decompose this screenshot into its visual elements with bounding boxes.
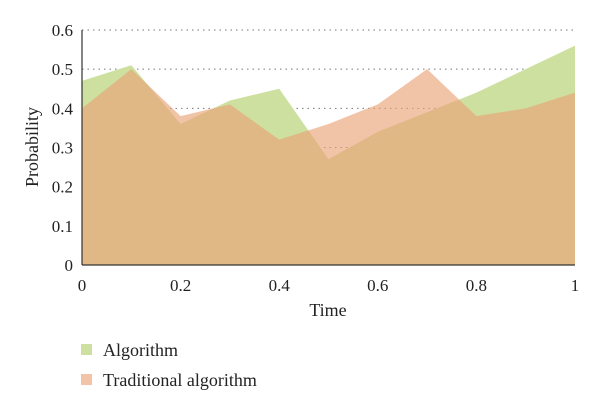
y-tick-label-4: 0.4 xyxy=(52,99,74,118)
x-tick-label-2: 0.4 xyxy=(269,276,291,295)
legend-label-traditional-algorithm: Traditional algorithm xyxy=(103,370,257,390)
y-tick-label-3: 0.3 xyxy=(52,139,73,158)
y-tick-label-6: 0.6 xyxy=(52,21,73,40)
legend-label-algorithm: Algorithm xyxy=(103,340,178,360)
x-tick-label-5: 1 xyxy=(571,276,580,295)
y-tick-label-0: 0 xyxy=(65,256,74,275)
y-tick-label-1: 0.1 xyxy=(52,217,73,236)
y-axis-title: Probability xyxy=(22,107,42,187)
x-tick-label-4: 0.8 xyxy=(466,276,487,295)
x-tick-label-0: 0 xyxy=(78,276,87,295)
axes xyxy=(81,30,575,266)
x-tick-label-3: 0.6 xyxy=(367,276,388,295)
legend-swatch-algorithm xyxy=(81,344,92,355)
legend-swatch-traditional-algorithm xyxy=(81,374,92,385)
area-series-group xyxy=(82,45,575,266)
x-tick-label-1: 0.2 xyxy=(170,276,191,295)
legend: Algorithm Traditional algorithm xyxy=(81,340,257,390)
area-traditional-algorithm xyxy=(82,69,575,266)
y-tick-label-2: 0.2 xyxy=(52,178,73,197)
x-axis-title: Time xyxy=(309,300,346,320)
x-tick-labels: 0 0.2 0.4 0.6 0.8 1 xyxy=(78,276,580,295)
y-tick-label-5: 0.5 xyxy=(52,60,73,79)
y-tick-labels: 0 0.1 0.2 0.3 0.4 0.5 0.6 xyxy=(52,21,74,275)
